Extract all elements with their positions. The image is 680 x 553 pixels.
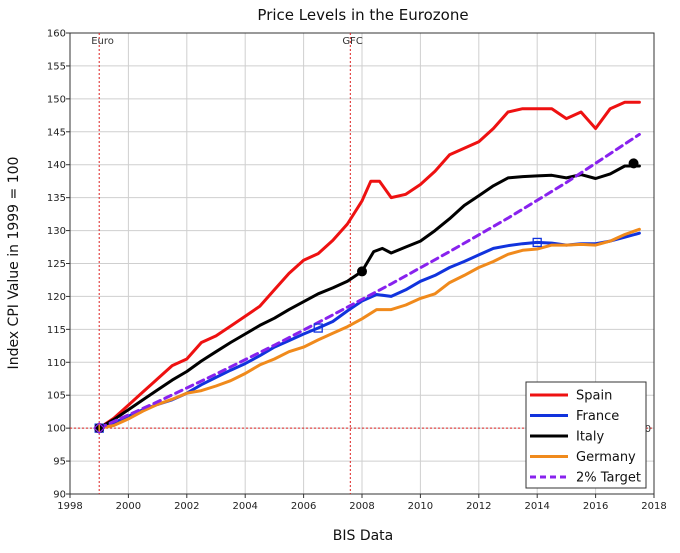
legend-label: Italy [576,430,605,445]
y-tick-label: 100 [47,424,66,435]
x-tick-label: 2016 [583,501,608,512]
series-line-germany [97,227,641,430]
y-tick-label: 120 [47,292,66,303]
y-tick-label: 105 [47,391,66,402]
y-tick-label: 110 [47,358,66,369]
x-tick-label: 2002 [174,501,199,512]
x-tick-label: 2000 [116,501,141,512]
x-axis-label: BIS Data [333,528,394,544]
y-tick-label: 150 [47,94,66,105]
event-label: GFC [342,36,363,47]
y-tick-label: 160 [47,29,66,40]
y-tick-label: 90 [53,490,66,501]
y-tick-label: 130 [47,226,66,237]
x-tick-label: 2008 [349,501,374,512]
chart-title: Price Levels in the Eurozone [257,6,468,24]
y-tick-label: 115 [47,325,66,336]
legend-label: Germany [576,450,636,465]
series-marker [357,266,367,277]
legend-label: Spain [576,389,612,404]
y-tick-label: 95 [53,457,66,468]
series-marker [628,158,639,169]
series-marker [532,237,542,248]
x-tick-label: 2018 [641,501,666,512]
legend-label: France [576,409,619,424]
y-tick-label: 155 [47,61,66,72]
series-marker [313,323,323,333]
x-tick-label: 2012 [466,501,491,512]
y-tick-label: 140 [47,160,66,171]
legend-label: 2% Target [576,471,641,486]
x-tick-label: 1998 [57,501,82,512]
start-marker [93,422,106,435]
series-line-italy [97,164,641,430]
x-tick-label: 2006 [291,501,316,512]
x-tick-label: 2004 [232,501,257,512]
y-tick-label: 125 [47,259,66,270]
series-layer [97,100,641,430]
series-line-spain [97,100,641,430]
legend: Spain France Italy Germany 2% Target [525,381,647,489]
x-tick-label: 2014 [524,501,549,512]
x-tick-label: 2010 [408,501,433,512]
y-tick-label: 145 [47,127,66,138]
series-line-2-target [97,132,641,430]
y-axis-label: Index CPI Value in 1999 = 100 [6,157,22,370]
y-tick-label: 135 [47,193,66,204]
event-label: Euro [91,36,114,47]
